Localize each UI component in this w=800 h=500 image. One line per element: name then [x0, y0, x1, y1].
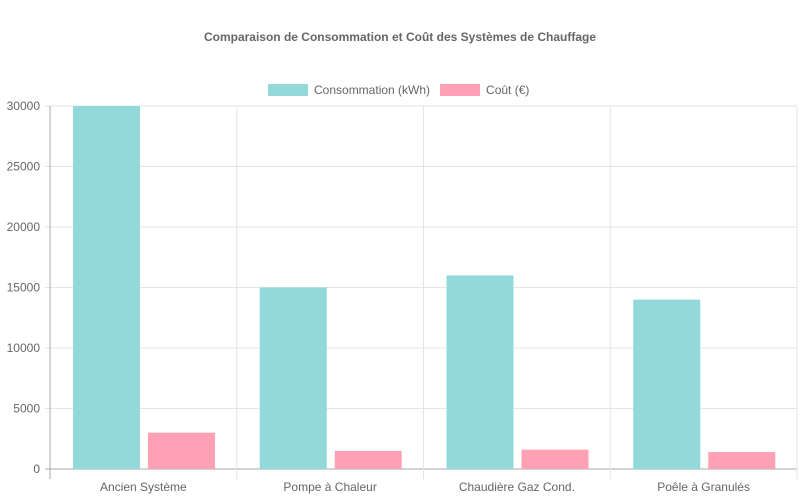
- chart-title: Comparaison de Consommation et Coût des …: [204, 30, 596, 44]
- bar-1: [148, 432, 215, 469]
- axes: 0 5000 10000 15000 20000 25000 30000 Ancien Sys…: [7, 99, 750, 494]
- bar-1: [708, 452, 776, 469]
- y-tick-label: 20000: [7, 220, 41, 234]
- y-tick-label: 30000: [7, 99, 41, 113]
- x-tick-label: Ancien Système: [100, 480, 187, 494]
- bar-0: [73, 106, 140, 469]
- bar-0: [259, 287, 327, 469]
- legend-swatch: [440, 84, 481, 96]
- y-tick-label: 15000: [7, 281, 41, 295]
- y-tick-label: 5000: [13, 402, 40, 416]
- x-tick-label: Pompe à Chaleur: [283, 480, 376, 494]
- y-tick-label: 0: [33, 462, 40, 476]
- x-tick-label: Poêle à Granulés: [657, 480, 750, 494]
- bar-0: [446, 275, 514, 469]
- x-tick-label: Chaudière Gaz Cond.: [459, 480, 575, 494]
- bar-1: [334, 450, 402, 469]
- legend-label: Consommation (kWh): [314, 83, 430, 97]
- y-tick-label: 10000: [7, 341, 41, 355]
- legend-swatch: [268, 84, 308, 96]
- bars: [73, 106, 776, 469]
- legend: Consommation (kWh) Coût (€): [268, 83, 529, 97]
- legend-label: Coût (€): [486, 83, 529, 97]
- y-tick-label: 25000: [7, 160, 41, 174]
- bar-1: [521, 449, 589, 469]
- grid: [45, 105, 798, 479]
- bar-0: [633, 299, 701, 469]
